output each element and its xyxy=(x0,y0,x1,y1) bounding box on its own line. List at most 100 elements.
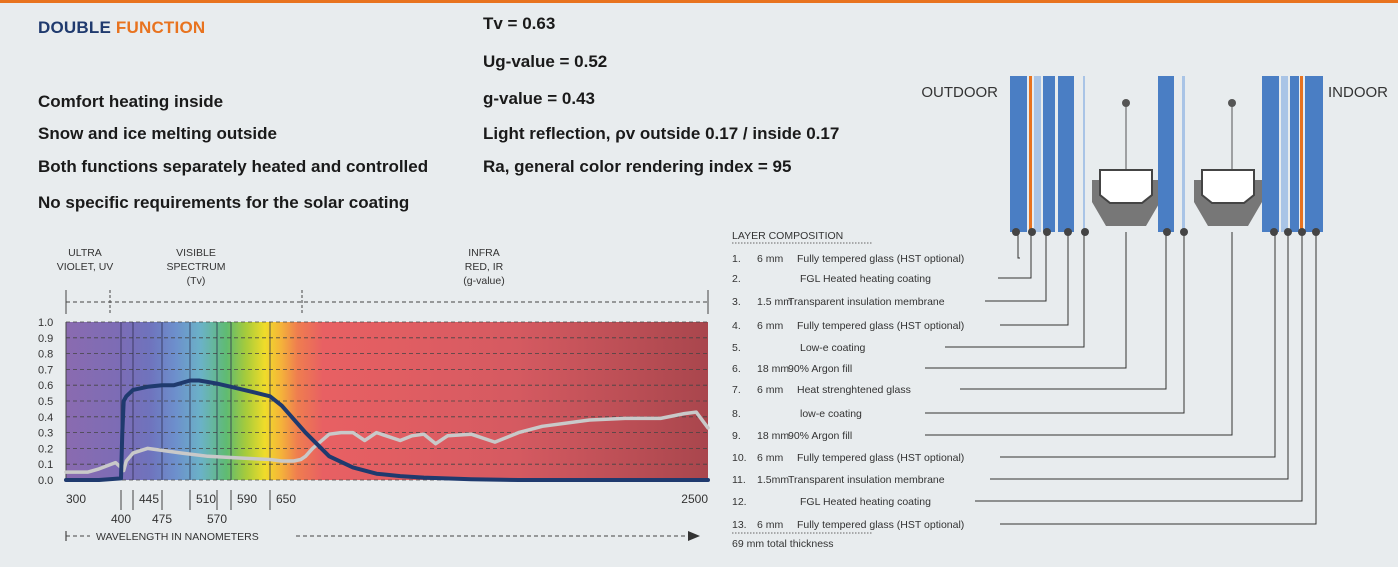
feature-4: No specific requirements for the solar c… xyxy=(38,193,410,212)
x-tick-label: 510 xyxy=(196,492,216,506)
composition-total: 69 mm total thickness xyxy=(732,538,834,550)
y-tick-label: 0.2 xyxy=(38,443,53,455)
membrane-3 xyxy=(1034,76,1041,232)
layer-description: FGL Heated heating coating xyxy=(800,273,931,285)
y-tick-label: 0.4 xyxy=(38,412,53,424)
layer-number: 10. xyxy=(732,452,747,464)
x-tick-label: 475 xyxy=(152,512,172,526)
top-accent-line xyxy=(0,0,1398,3)
spacer1-desiccant xyxy=(1099,169,1153,204)
layer-connector-dot-icon xyxy=(1028,228,1036,236)
layer-leader-line xyxy=(975,232,1303,502)
title-part2: FUNCTION xyxy=(115,18,206,37)
layer-connector-dot-icon xyxy=(1163,228,1171,236)
layer-description: Fully tempered glass (HST optional) xyxy=(797,320,964,332)
x-tick-label: 445 xyxy=(139,492,159,506)
layer-description: Fully tempered glass (HST optional) xyxy=(797,519,964,531)
spec-tv: Tv = 0.63 xyxy=(483,14,556,33)
layer-thickness: 6 mm xyxy=(757,519,784,531)
spec-ra: Ra, general color rendering index = 95 xyxy=(483,157,792,176)
x-tick-label: 400 xyxy=(111,512,131,526)
wavelength-axis-label: WAVELENGTH IN NANOMETERS xyxy=(96,531,259,543)
y-tick-label: 0.1 xyxy=(38,459,53,471)
layer-connector-dot-icon xyxy=(1064,228,1072,236)
glass-layer-1 xyxy=(1010,76,1027,232)
layer-thickness: 1.5 mm xyxy=(757,296,792,308)
y-tick-label: 0.7 xyxy=(38,364,53,376)
layer-description: FGL Heated heating coating xyxy=(800,496,931,508)
layer-leader-line xyxy=(1000,232,1317,525)
composition-title: LAYER COMPOSITION xyxy=(732,230,843,242)
spec-ug: Ug-value = 0.52 xyxy=(483,52,608,71)
heating-coating-12 xyxy=(1300,76,1303,232)
x-tick-label: 300 xyxy=(66,492,86,506)
region-visible-line1: VISIBLE xyxy=(176,247,216,259)
glass-layer-7 xyxy=(1158,76,1174,232)
region-ir-line2: RED, IR xyxy=(465,261,504,273)
membrane-11 xyxy=(1281,76,1288,232)
spec-reflection: Light reflection, ρv outside 0.17 / insi… xyxy=(483,124,840,143)
y-tick-label: 0.3 xyxy=(38,428,53,440)
layer-leader-line xyxy=(990,232,1289,480)
glass-layer-13 xyxy=(1305,76,1323,232)
spacer2-desiccant xyxy=(1201,169,1255,204)
layer-description: Transparent insulation membrane xyxy=(788,474,945,486)
layer-leader-line xyxy=(945,232,1085,348)
layer-connector-dot-icon xyxy=(1081,228,1089,236)
region-uv-line1: ULTRA xyxy=(68,247,102,259)
y-tick-label: 0.9 xyxy=(38,333,53,345)
y-tick-label: 1.0 xyxy=(38,317,53,329)
low-e-coating-8 xyxy=(1182,76,1185,232)
layer-number: 2. xyxy=(732,273,741,285)
layer-thickness: 1.5mm xyxy=(757,474,789,486)
layer-connector-dot-icon xyxy=(1298,228,1306,236)
layer-leader-line xyxy=(1017,232,1020,259)
indoor-label: INDOOR xyxy=(1328,84,1388,101)
glass-layer-10b xyxy=(1290,76,1299,232)
layer-connector-dot-icon xyxy=(1043,228,1051,236)
layer-leader-line xyxy=(925,232,1127,369)
series-g-line xyxy=(64,410,710,474)
layer-leader-line xyxy=(925,232,1233,436)
layer-description: Low-e coating xyxy=(800,342,866,354)
layer-description: 90% Argon fill xyxy=(788,363,852,375)
layer-number: 6. xyxy=(732,363,741,375)
layer-description: low-e coating xyxy=(800,408,862,420)
layer-number: 12. xyxy=(732,496,747,508)
x-tick-label: 570 xyxy=(207,512,227,526)
layer-number: 4. xyxy=(732,320,741,332)
layer-connector-dot-icon xyxy=(1312,228,1320,236)
region-visible-line3: (Tv) xyxy=(187,275,206,287)
low-e-coating-5 xyxy=(1083,76,1085,232)
y-tick-label: 0.8 xyxy=(38,349,53,361)
layer-number: 1. xyxy=(732,253,741,265)
layer-number: 13. xyxy=(732,519,747,531)
layer-leader-line xyxy=(998,232,1032,279)
region-uv-line2: VIOLET, UV xyxy=(57,261,114,273)
layer-leader-line xyxy=(985,232,1047,302)
outdoor-label: OUTDOOR xyxy=(921,84,998,101)
page-title: DOUBLE FUNCTION xyxy=(38,18,205,38)
region-visible-line2: SPECTRUM xyxy=(167,261,226,273)
x-tick-label: 2500 xyxy=(681,492,708,506)
spec-g: g-value = 0.43 xyxy=(483,89,595,108)
layer-connector-dot-icon xyxy=(1270,228,1278,236)
y-tick-label: 0.5 xyxy=(38,396,53,408)
layer-leader-line xyxy=(960,232,1167,390)
layer-description: 90% Argon fill xyxy=(788,430,852,442)
layer-number: 5. xyxy=(732,342,741,354)
spacer1-dot-icon xyxy=(1122,99,1130,107)
feature-3: Both functions separately heated and con… xyxy=(38,157,429,176)
layer-thickness: 6 mm xyxy=(757,253,784,265)
wavelength-arrow-icon xyxy=(688,531,700,541)
feature-2: Snow and ice melting outside xyxy=(38,124,277,143)
spacer2-dot-icon xyxy=(1228,99,1236,107)
x-tick-label: 650 xyxy=(276,492,296,506)
layer-number: 9. xyxy=(732,430,741,442)
layer-thickness: 6 mm xyxy=(757,320,784,332)
layer-number: 11. xyxy=(732,474,746,486)
layer-thickness: 6 mm xyxy=(757,452,784,464)
layer-description: Fully tempered glass (HST optional) xyxy=(797,253,964,265)
glass-layer-4 xyxy=(1043,76,1055,232)
